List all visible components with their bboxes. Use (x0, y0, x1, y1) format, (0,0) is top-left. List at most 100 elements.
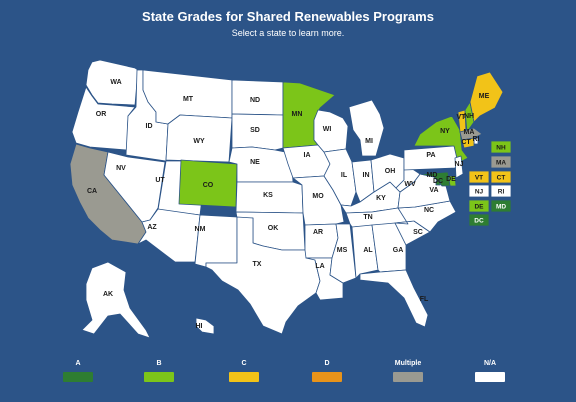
state-dc[interactable] (435, 180, 441, 186)
state-label-wi: WI (323, 126, 332, 133)
state-mi[interactable] (348, 99, 385, 157)
state-label-pa: PA (426, 152, 435, 159)
state-nj[interactable] (454, 155, 464, 179)
legend-swatch (144, 372, 174, 382)
small-state-box-label-vt: VT (475, 175, 483, 182)
state-ak[interactable] (81, 261, 151, 339)
state-label-nj: NJ (455, 161, 464, 168)
state-md[interactable] (419, 171, 451, 187)
legend-label: D (324, 360, 330, 367)
state-label-ky: KY (376, 195, 386, 202)
legend-swatch (312, 372, 342, 382)
grade-legend: A B C D Multiple N/A (0, 360, 576, 390)
state-label-ia: IA (304, 152, 311, 159)
state-wa[interactable] (85, 59, 139, 106)
state-ma[interactable] (459, 127, 483, 141)
state-label-vt: VT (457, 114, 467, 121)
state-label-il: IL (341, 172, 348, 179)
state-label-ms: MS (337, 247, 348, 254)
state-label-fl: FL (420, 296, 429, 303)
state-label-mn: MN (292, 111, 303, 118)
legend-label: C (241, 360, 247, 367)
small-state-box-label-nh: NH (496, 145, 506, 152)
state-wv[interactable] (395, 165, 421, 193)
state-nm[interactable] (194, 214, 238, 268)
state-label-de: DE (446, 176, 456, 183)
state-label-or: OR (96, 111, 107, 118)
state-ct[interactable] (461, 137, 475, 149)
state-label-al: AL (363, 247, 373, 254)
legend-item-b: B (129, 360, 189, 382)
page-subtitle: Select a state to learn more. (231, 28, 345, 38)
state-label-ct: CT (461, 139, 471, 146)
state-label-ny: NY (440, 128, 450, 135)
state-ny[interactable] (413, 115, 469, 164)
legend-label: B (156, 360, 162, 367)
small-state-box-de[interactable] (468, 199, 490, 213)
legend-swatch (393, 372, 423, 382)
labels-layer: WA OR CA ID NV MT WY UT AZ CO NM ND SD NE KS OK TX MN IA MO… (87, 79, 490, 330)
legend-swatch (63, 372, 93, 382)
small-state-box-label-de: DE (474, 204, 484, 211)
state-label-sc: SC (413, 229, 423, 236)
legend-label: A (75, 360, 81, 367)
small-state-box-label-ct: CT (497, 175, 506, 182)
state-label-nm: NM (195, 226, 206, 233)
small-state-box-label-md: MD (496, 204, 506, 211)
state-tx[interactable] (205, 216, 321, 335)
state-label-dc: DC (433, 178, 443, 185)
state-label-ut: UT (155, 177, 165, 184)
state-label-nv: NV (116, 165, 126, 172)
small-state-box-ct[interactable] (490, 170, 512, 184)
state-label-ca: CA (87, 188, 97, 195)
legend-swatch (229, 372, 259, 382)
small-state-boxes: NH MA VT CT NJ RI DE MD DC (468, 140, 512, 227)
state-me[interactable] (469, 71, 504, 123)
state-wy[interactable] (165, 114, 233, 163)
state-wi[interactable] (313, 109, 349, 153)
state-label-nd: ND (250, 97, 260, 104)
legend-item-a: A (48, 360, 108, 382)
state-label-ak: AK (103, 291, 113, 298)
state-label-ma: MA (464, 129, 475, 136)
small-state-box-nj[interactable] (468, 184, 490, 198)
state-label-nh: NH (464, 113, 474, 120)
state-label-wy: WY (193, 138, 205, 145)
state-label-sd: SD (250, 127, 260, 134)
state-label-nc: NC (424, 207, 434, 214)
state-label-mi: MI (365, 138, 373, 145)
state-al[interactable] (351, 224, 379, 279)
state-label-md: MD (427, 172, 438, 179)
small-state-box-nh[interactable] (490, 140, 512, 154)
state-label-hi: HI (196, 323, 203, 330)
state-label-va: VA (429, 187, 438, 194)
state-label-co: CO (203, 182, 214, 189)
legend-item-d: D (297, 360, 357, 382)
state-label-wa: WA (110, 79, 121, 86)
state-label-la: LA (315, 263, 324, 270)
state-label-oh: OH (385, 168, 396, 175)
small-state-box-ma[interactable] (490, 155, 512, 169)
state-ms[interactable] (329, 223, 357, 284)
state-label-wv: WV (404, 181, 416, 188)
small-state-box-dc[interactable] (468, 213, 490, 227)
state-hi[interactable] (195, 317, 215, 335)
legend-label: Multiple (394, 360, 422, 367)
state-label-id: ID (146, 123, 153, 130)
state-fl[interactable] (359, 269, 429, 328)
legend-swatch (475, 372, 505, 382)
state-label-in: IN (363, 172, 370, 179)
state-label-mt: MT (183, 96, 194, 103)
state-ne[interactable] (228, 146, 294, 183)
state-label-ne: NE (250, 159, 260, 166)
small-state-box-vt[interactable] (468, 170, 490, 184)
small-state-box-label-ri: RI (498, 189, 505, 196)
small-state-box-md[interactable] (490, 199, 512, 213)
page-title: State Grades for Shared Renewables Progr… (142, 9, 434, 24)
legend-item-na: N/A (460, 360, 520, 382)
small-state-box-label-dc: DC (474, 218, 484, 225)
state-label-ok: OK (268, 225, 279, 232)
small-state-box-ri[interactable] (490, 184, 512, 198)
state-label-tx: TX (253, 261, 262, 268)
